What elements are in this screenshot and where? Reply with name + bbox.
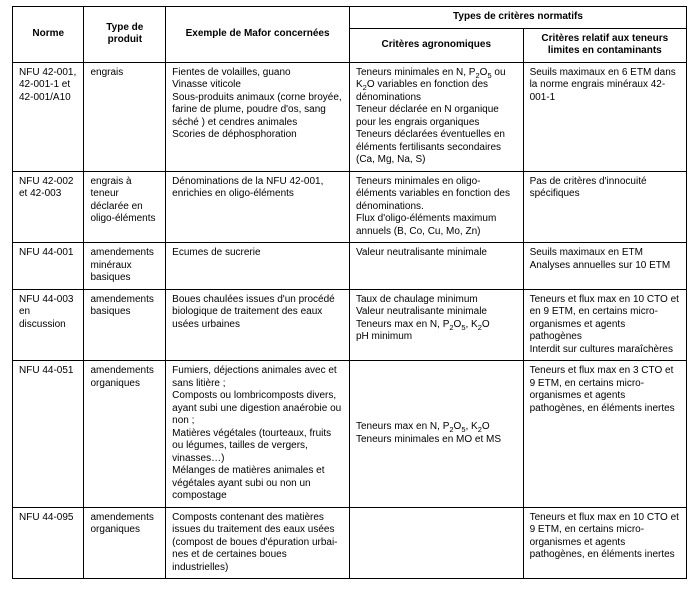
- header-agronomiques: Critères agronomiques: [349, 28, 523, 62]
- table-row: NFU 44-001amendements minéraux basiquesE…: [13, 243, 687, 290]
- table-body: NFU 42-001, 42-001-1 et 42-001/A10engrai…: [13, 62, 687, 579]
- cell-type-produit: amendements basiques: [84, 289, 166, 361]
- cell-norme: NFU 42-002 et 42-003: [13, 171, 84, 243]
- header-type-produit: Type de produit: [84, 7, 166, 63]
- cell-contaminants: Seuils maximaux en ETMAnalyses annuelles…: [523, 243, 686, 290]
- cell-type-produit: amendements organiques: [84, 361, 166, 508]
- table-row: NFU 42-002 et 42-003engrais à teneur déc…: [13, 171, 687, 243]
- header-contaminants: Critères relatif aux teneurs limites en …: [523, 28, 686, 62]
- cell-contaminants: Seuils maximaux en 6 ETM dans la norme e…: [523, 62, 686, 171]
- cell-exemple-mafor: Composts contenant des matières issues d…: [166, 507, 350, 579]
- cell-exemple-mafor: Dénominations de la NFU 42-001, enrichie…: [166, 171, 350, 243]
- table-row: NFU 42-001, 42-001-1 et 42-001/A10engrai…: [13, 62, 687, 171]
- cell-agronomiques: Teneurs max en N, P2O5, K2OTeneurs minim…: [349, 361, 523, 508]
- cell-exemple-mafor: Boues chaulées issues d'un procédé biolo…: [166, 289, 350, 361]
- cell-agronomiques: Teneurs minimales en N, P2O5 ou K2O vari…: [349, 62, 523, 171]
- header-row-1: Norme Type de produit Exemple de Mafor c…: [13, 7, 687, 29]
- header-exemple-mafor: Exemple de Mafor concernées: [166, 7, 350, 63]
- cell-agronomiques: Valeur neutralisante minimale: [349, 243, 523, 290]
- cell-agronomiques: Teneurs minimales en oligo-éléments vari…: [349, 171, 523, 243]
- cell-norme: NFU 44-051: [13, 361, 84, 508]
- cell-agronomiques: [349, 507, 523, 579]
- cell-norme: NFU 44-003 en discussion: [13, 289, 84, 361]
- cell-contaminants: Teneurs et flux max en 10 CTO et 9 ETM, …: [523, 507, 686, 579]
- cell-contaminants: Pas de critères d'innocuité spécifiques: [523, 171, 686, 243]
- cell-exemple-mafor: Fientes de volailles, guanoVinasse vitic…: [166, 62, 350, 171]
- cell-contaminants: Teneurs et flux max en 10 CTO et en 9 ET…: [523, 289, 686, 361]
- cell-type-produit: engrais: [84, 62, 166, 171]
- header-norme: Norme: [13, 7, 84, 63]
- table-row: NFU 44-003 en discussionamendements basi…: [13, 289, 687, 361]
- cell-norme: NFU 42-001, 42-001-1 et 42-001/A10: [13, 62, 84, 171]
- cell-exemple-mafor: Ecumes de sucrerie: [166, 243, 350, 290]
- table-head: Norme Type de produit Exemple de Mafor c…: [13, 7, 687, 63]
- cell-agronomiques: Taux de chaulage minimumValeur neutralis…: [349, 289, 523, 361]
- table-row: NFU 44-095amendements organiquesComposts…: [13, 507, 687, 579]
- cell-norme: NFU 44-001: [13, 243, 84, 290]
- table-row: NFU 44-051amendements organiquesFumiers,…: [13, 361, 687, 508]
- cell-exemple-mafor: Fumiers, déjections animales avec et san…: [166, 361, 350, 508]
- cell-contaminants: Teneurs et flux max en 3 CTO et 9 ETM, e…: [523, 361, 686, 508]
- header-types-normatifs: Types de critères normatifs: [349, 7, 686, 29]
- cell-type-produit: amendements minéraux basiques: [84, 243, 166, 290]
- cell-norme: NFU 44-095: [13, 507, 84, 579]
- normative-criteria-table: Norme Type de produit Exemple de Mafor c…: [12, 6, 687, 579]
- cell-type-produit: amendements organiques: [84, 507, 166, 579]
- table-wrapper: Norme Type de produit Exemple de Mafor c…: [0, 0, 699, 591]
- cell-type-produit: engrais à teneur déclarée en oligo-éléme…: [84, 171, 166, 243]
